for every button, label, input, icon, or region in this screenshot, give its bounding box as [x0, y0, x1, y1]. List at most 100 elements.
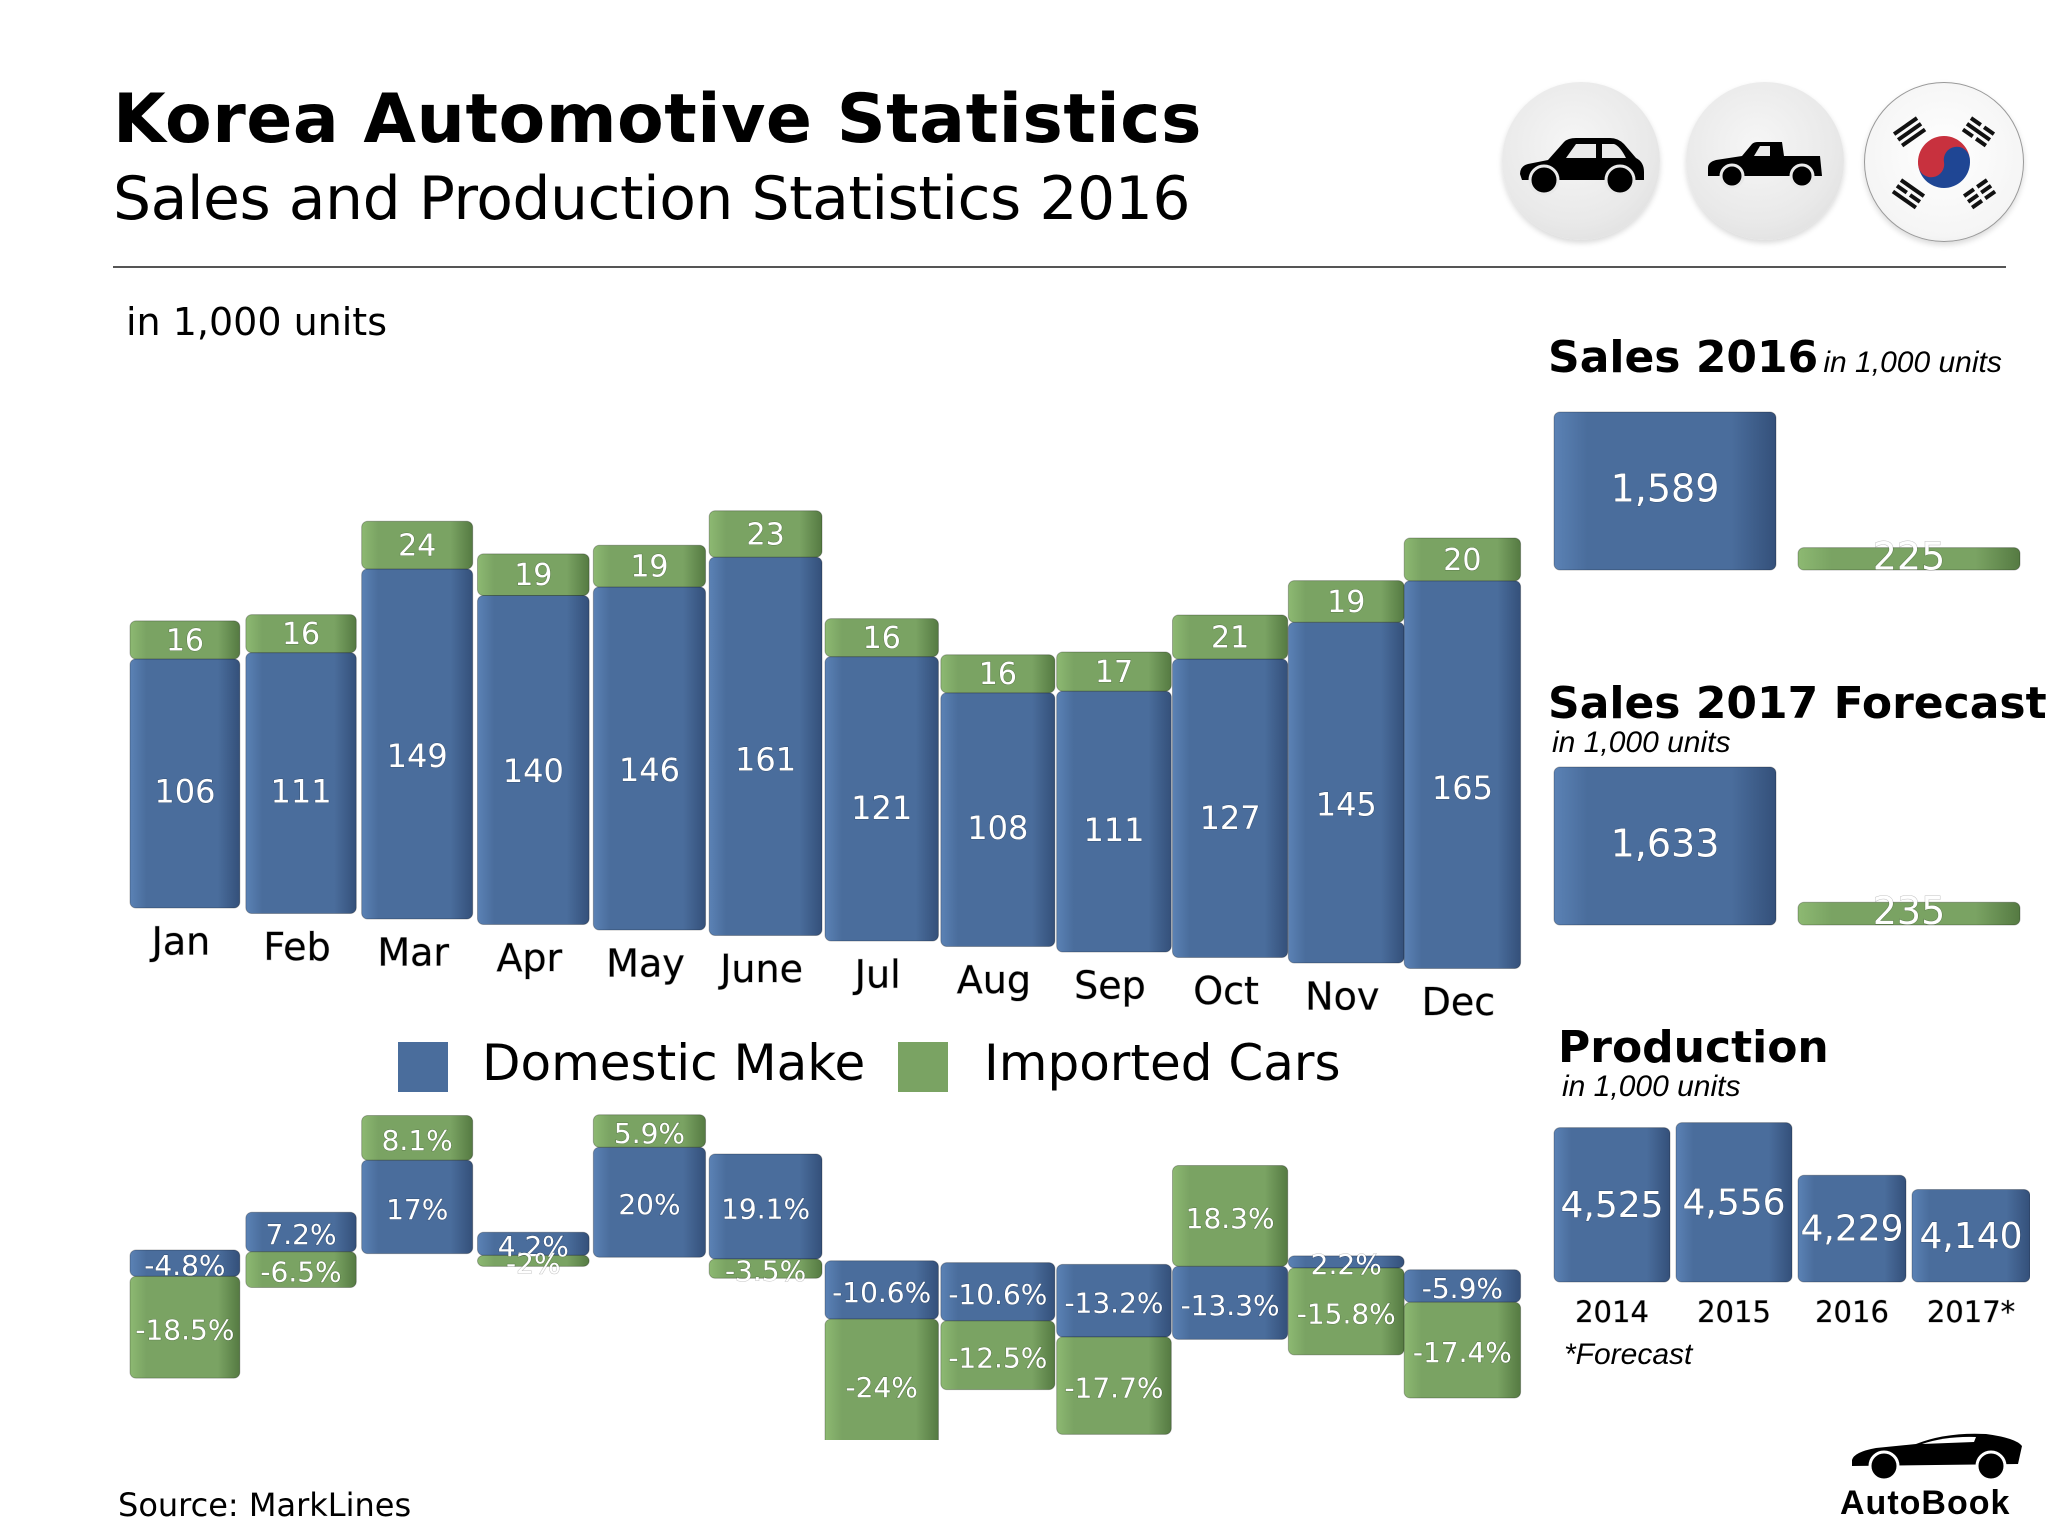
imported-bar: [940, 654, 1056, 694]
production-bar: [1797, 1174, 1907, 1283]
domestic-value-label: 140: [503, 752, 564, 790]
production-title: Production: [1558, 1022, 1829, 1073]
domestic-value-label: 111: [271, 773, 332, 811]
imported-growth-bar: [708, 1258, 823, 1279]
domestic-growth-label: -13.3%: [1181, 1289, 1280, 1322]
imported-growth-label: -15.8%: [1297, 1297, 1396, 1330]
domestic-growth-label: 17%: [386, 1193, 448, 1226]
domestic-growth-label: 4.2%: [498, 1230, 569, 1263]
domestic-value-label: 111: [1083, 811, 1144, 849]
sales-2017-units: in 1,000 units: [1552, 726, 1731, 759]
imported-value-label: 21: [1211, 621, 1249, 656]
domestic-growth-bar: [245, 1211, 357, 1253]
month-tick-label: Jan: [150, 920, 211, 964]
imported-bar: [361, 520, 474, 570]
month-tick-label: Apr: [496, 936, 562, 980]
imported-value-label: 16: [166, 623, 204, 658]
imported-value-label: 16: [282, 617, 320, 652]
source-note: Source: MarkLines: [118, 1486, 412, 1524]
domestic-growth-label: -10.6%: [948, 1278, 1047, 1311]
sedan-badge: [1502, 82, 1660, 240]
imported-growth-bar: [940, 1320, 1056, 1391]
production-value-label: 4,525: [1560, 1185, 1663, 1226]
domestic-growth-label: -10.6%: [832, 1276, 931, 1309]
imported-growth-label: -3.5%: [725, 1255, 806, 1288]
imported-growth-bar: [245, 1251, 357, 1289]
imported-growth-label: -17.7%: [1064, 1372, 1163, 1405]
sales-2016-title: Sales 2016: [1548, 332, 1819, 383]
imported-growth-bar: [477, 1254, 590, 1267]
page-title: Korea Automotive Statistics: [113, 80, 1202, 159]
imported-growth-bar: [361, 1115, 474, 1161]
pickup-truck-icon: [1708, 142, 1822, 189]
legend-swatch-imported: [898, 1042, 948, 1092]
side-bar: [1797, 547, 2021, 571]
imported-growth-label: 5.9%: [614, 1117, 685, 1150]
imported-growth-label: -17.4%: [1413, 1336, 1512, 1369]
production-bar: [1675, 1122, 1793, 1283]
imported-growth-bar: [129, 1275, 241, 1379]
side-bar: [1797, 901, 2021, 926]
imported-growth-label: -2%: [506, 1247, 561, 1280]
side-bar: [1553, 411, 1777, 571]
imported-growth-label: -6.5%: [260, 1256, 341, 1289]
domestic-growth-label: 20%: [618, 1188, 680, 1221]
page-subtitle: Sales and Production Statistics 2016: [113, 164, 1191, 234]
month-tick-label: Dec: [1422, 980, 1496, 1024]
domestic-growth-label: -13.2%: [1064, 1287, 1163, 1320]
imported-growth-bar: [1056, 1336, 1172, 1435]
domestic-value-label: 108: [967, 809, 1028, 847]
domestic-value-label: 106: [154, 772, 215, 810]
imported-bar: [708, 510, 823, 558]
production-bar: [1911, 1189, 2030, 1283]
imported-growth-label: -18.5%: [135, 1313, 234, 1346]
sales-2017-chart: 1,633 235: [1553, 766, 2021, 934]
pickup-badge: [1686, 82, 1844, 240]
imported-growth-bar: [1403, 1301, 1522, 1399]
imported-bar: [1403, 537, 1522, 582]
month-tick-label: May: [606, 942, 685, 986]
domestic-value-label: 149: [387, 737, 448, 775]
imported-value-label: 16: [863, 621, 901, 656]
domestic-value-label: 161: [735, 740, 796, 778]
imported-bar: [129, 620, 241, 660]
domestic-bar: [592, 586, 707, 931]
side-bar: [1553, 766, 1777, 926]
south-korea-flag-icon: [1891, 116, 1997, 210]
forecast-footnote: *Forecast: [1564, 1338, 1693, 1371]
month-tick-label: Jul: [853, 953, 901, 997]
legend-label-domestic: Domestic Make: [482, 1034, 866, 1092]
sales-2016-heading: Sales 2016 in 1,000 units: [1548, 332, 2002, 383]
legend-swatch-domestic: [398, 1042, 448, 1092]
imported-value-label: 19: [514, 558, 552, 593]
sedan-car-icon: [1520, 138, 1644, 196]
month-tick-label: June: [718, 947, 803, 991]
side-bar-value-label: 1,589: [1611, 467, 1720, 511]
domestic-value-label: 165: [1432, 769, 1493, 807]
imported-value-label: 20: [1443, 543, 1481, 578]
month-tick-label: Aug: [957, 958, 1031, 1002]
imported-bar: [1172, 614, 1289, 660]
sales-2016-units: in 1,000 units: [1823, 346, 2002, 379]
production-units: in 1,000 units: [1562, 1070, 1741, 1103]
imported-value-label: 19: [1327, 585, 1365, 620]
imported-growth-label: -24%: [846, 1371, 918, 1404]
imported-growth-bar: [592, 1114, 707, 1148]
production-value-label: 4,140: [1919, 1216, 2022, 1257]
side-bar-value-label: 1,633: [1611, 822, 1720, 866]
domestic-value-label: 121: [851, 789, 912, 827]
korea-flag-badge: [1864, 82, 2024, 242]
side-bar-value-label: 235: [1873, 889, 1946, 933]
domestic-growth-label: -4.8%: [144, 1249, 225, 1282]
production-value-label: 4,556: [1682, 1182, 1785, 1223]
imported-value-label: 24: [398, 529, 436, 564]
imported-growth-label: -12.5%: [948, 1341, 1047, 1374]
imported-growth-label: 18.3%: [1186, 1202, 1275, 1235]
month-tick-label: Nov: [1305, 975, 1379, 1019]
brand-logo-text: AutoBook: [1840, 1484, 2011, 1522]
sales-2016-chart: 1,589 225: [1553, 411, 2021, 579]
monthly-sales-chart: 106 16 Jan 111 16 Feb 149 24 Mar 140 19 Apr 146 19 May…: [129, 510, 1522, 1025]
month-tick-label: Sep: [1074, 964, 1146, 1008]
production-bar: [1553, 1127, 1671, 1283]
imported-bar: [1056, 651, 1172, 692]
